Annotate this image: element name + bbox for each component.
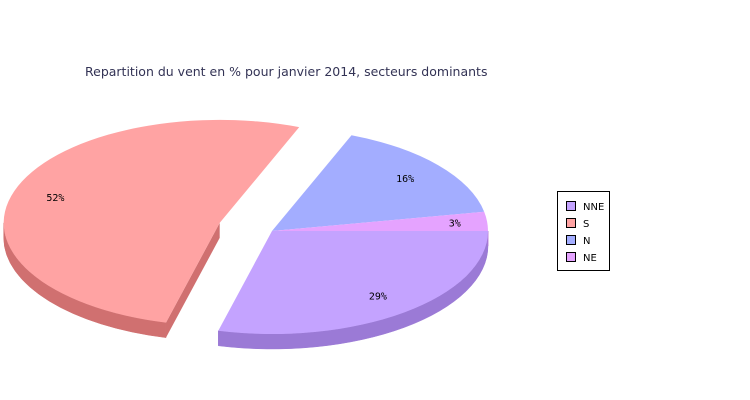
legend-label-s: S — [583, 219, 589, 230]
slice-label-s: 52% — [46, 193, 64, 204]
chart-title: Repartition du vent en % pour janvier 20… — [85, 64, 487, 79]
pie-slice-ne — [272, 211, 488, 231]
pie-slice-n — [272, 135, 485, 231]
slice-label-n: 16% — [396, 174, 414, 185]
pie-slice-s — [3, 119, 300, 323]
pie-labels: 29% 52% 16% 3% — [46, 174, 460, 303]
pie-slice-nne — [218, 231, 488, 334]
pie-tops — [3, 119, 488, 334]
slice-label-ne: 3% — [449, 218, 461, 229]
legend-swatch-ne — [566, 252, 576, 262]
legend-swatch-s — [566, 218, 576, 228]
legend-label-n: N — [583, 236, 590, 247]
pie-wall-s — [165, 222, 220, 338]
legend-swatch-nne — [566, 201, 576, 211]
legend-swatch-n — [566, 235, 576, 245]
legend-label-ne: NE — [583, 253, 597, 264]
pie-sides — [3, 222, 489, 350]
pie-side-s — [3, 222, 167, 338]
legend-label-nne: NNE — [583, 202, 604, 213]
slice-label-nne: 29% — [369, 292, 387, 303]
